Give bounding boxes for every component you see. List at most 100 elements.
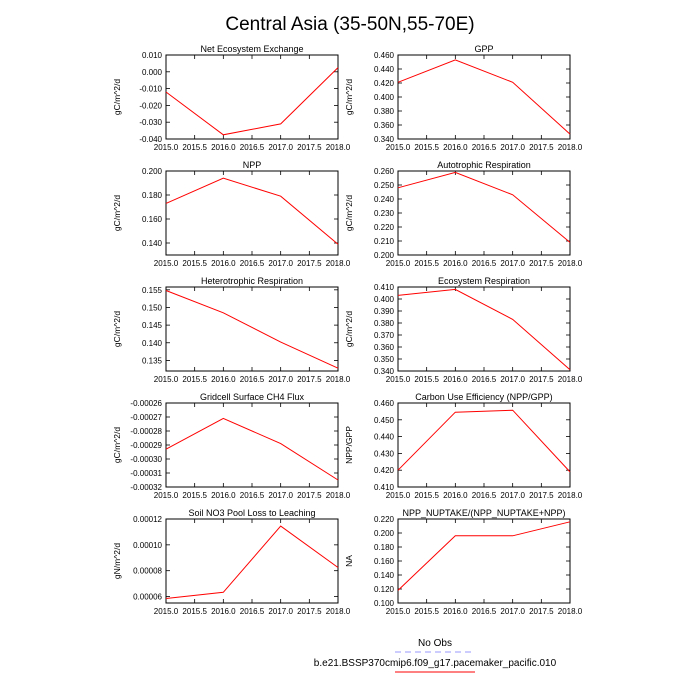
x-tick-label: 2015.5 (182, 259, 207, 268)
x-tick-label: 2016.0 (211, 607, 236, 616)
panel-frame (165, 286, 339, 372)
y-tick-label: 0.135 (142, 356, 163, 365)
x-tick-label: 2015.5 (182, 491, 207, 500)
figure-title: Central Asia (35-50N,55-70E) (225, 14, 474, 35)
x-tick-label: 2017.5 (529, 375, 554, 384)
y-tick-label: 0.200 (142, 167, 163, 176)
y-tick-label: -0.00030 (130, 455, 162, 464)
panel-frame (165, 170, 339, 256)
panel-title: Soil NO3 Pool Loss to Leaching (188, 508, 315, 518)
panel-1: GPP 2015.0 2015.5 2016.0 2016.5 2017.0 2017.5 2… (344, 44, 583, 152)
y-axis-label: NA (344, 555, 354, 567)
x-tick-label: 2016.5 (240, 375, 265, 384)
x-tick-label: 2015.5 (182, 143, 207, 152)
panel-title: Autotrophic Respiration (437, 160, 531, 170)
y-tick-label: 0.410 (374, 283, 395, 292)
x-tick-label: 2017.0 (268, 375, 293, 384)
y-tick-label: -0.00032 (130, 483, 162, 492)
y-tick-label: 0.400 (374, 93, 395, 102)
x-tick-label: 2015.5 (414, 607, 439, 616)
panel-frame (397, 54, 571, 140)
x-tick-label: 2015.0 (386, 259, 411, 268)
x-tick-label: 2017.5 (529, 607, 554, 616)
panel-title: Gridcell Surface CH4 Flux (200, 392, 305, 402)
x-tick-label: 2016.0 (211, 259, 236, 268)
x-tick-label: 2015.5 (414, 143, 439, 152)
x-tick-label: 2016.5 (472, 491, 497, 500)
y-tick-label: 0.00012 (133, 515, 162, 524)
y-tick-label: 0.460 (374, 399, 395, 408)
x-tick-label: 2017.0 (500, 607, 525, 616)
x-tick-label: 2017.0 (500, 143, 525, 152)
y-tick-label: 0.340 (374, 135, 395, 144)
y-tick-label: 0.180 (142, 191, 163, 200)
y-axis-label: gC/m^2/d (344, 311, 354, 347)
x-tick-label: 2015.0 (154, 143, 179, 152)
series-line (397, 521, 571, 591)
y-tick-label: 0.240 (374, 195, 395, 204)
panel-8: Soil NO3 Pool Loss to Leaching 2015.0 2015… (112, 508, 351, 616)
y-tick-label: 0.370 (374, 331, 395, 340)
x-tick-label: 2015.0 (154, 259, 179, 268)
x-tick-label: 2017.0 (268, 607, 293, 616)
y-tick-label: 0.420 (374, 466, 395, 475)
x-tick-label: 2016.0 (443, 259, 468, 268)
x-tick-label: 2015.5 (414, 259, 439, 268)
x-tick-label: 2018.0 (326, 375, 351, 384)
x-tick-label: 2015.0 (154, 375, 179, 384)
x-tick-label: 2017.0 (500, 375, 525, 384)
y-tick-label: 0.340 (374, 367, 395, 376)
panel-2: NPP 2015.0 2015.5 2016.0 2016.5 2017.0 2017.5 2… (112, 160, 351, 268)
x-tick-label: 2015.5 (414, 375, 439, 384)
y-tick-label: 0.000 (142, 68, 163, 77)
series-line (397, 288, 571, 371)
y-tick-label: 0.420 (374, 79, 395, 88)
panel-frame (165, 518, 339, 604)
series-line (165, 177, 339, 245)
y-tick-label: -0.030 (139, 118, 162, 127)
legend-obs-label: No Obs (418, 638, 452, 649)
series-line (397, 171, 571, 243)
y-tick-label: 0.140 (142, 339, 163, 348)
y-tick-label: 0.210 (374, 237, 395, 246)
series-line (165, 290, 339, 369)
x-tick-label: 2016.5 (472, 607, 497, 616)
panel-title: GPP (474, 44, 493, 54)
x-tick-label: 2016.0 (211, 375, 236, 384)
x-tick-label: 2016.5 (472, 259, 497, 268)
panel-4: Heterotrophic Respiration 2015.0 2015.5 201… (112, 276, 351, 384)
x-tick-label: 2015.0 (154, 607, 179, 616)
y-tick-label: 0.410 (374, 483, 395, 492)
x-tick-label: 2015.5 (182, 375, 207, 384)
y-tick-label: 0.155 (142, 286, 163, 295)
panel-frame (165, 54, 339, 140)
y-axis-label: gC/m^2/d (112, 79, 122, 115)
y-axis-label: gC/m^2/d (344, 79, 354, 115)
x-tick-label: 2018.0 (558, 607, 583, 616)
y-axis-label: gC/m^2/d (112, 195, 122, 231)
y-tick-label: 0.00010 (133, 541, 162, 550)
y-tick-label: 0.450 (374, 416, 395, 425)
x-tick-label: 2017.5 (529, 491, 554, 500)
y-tick-label: -0.00027 (130, 413, 162, 422)
y-tick-label: 0.380 (374, 107, 395, 116)
x-tick-label: 2016.5 (240, 491, 265, 500)
y-tick-label: 0.400 (374, 295, 395, 304)
y-tick-label: 0.250 (374, 181, 395, 190)
y-tick-label: -0.00028 (130, 427, 162, 436)
x-tick-label: 2015.5 (414, 491, 439, 500)
y-tick-label: 0.430 (374, 449, 395, 458)
y-tick-label: -0.00026 (130, 399, 162, 408)
x-tick-label: 2018.0 (326, 491, 351, 500)
y-tick-label: 0.380 (374, 319, 395, 328)
x-tick-label: 2016.0 (211, 143, 236, 152)
panel-9: NPP_NUPTAKE/(NPP_NUPTAKE+NPP) 2015.0 2015.… (344, 508, 583, 616)
x-tick-label: 2015.0 (386, 143, 411, 152)
x-tick-label: 2015.5 (182, 607, 207, 616)
y-tick-label: -0.00031 (130, 469, 162, 478)
panel-5: Ecosystem Respiration 2015.0 2015.5 2016.0 2… (344, 276, 583, 384)
y-tick-label: 0.140 (374, 571, 395, 580)
x-tick-label: 2018.0 (558, 491, 583, 500)
x-tick-label: 2015.0 (154, 491, 179, 500)
